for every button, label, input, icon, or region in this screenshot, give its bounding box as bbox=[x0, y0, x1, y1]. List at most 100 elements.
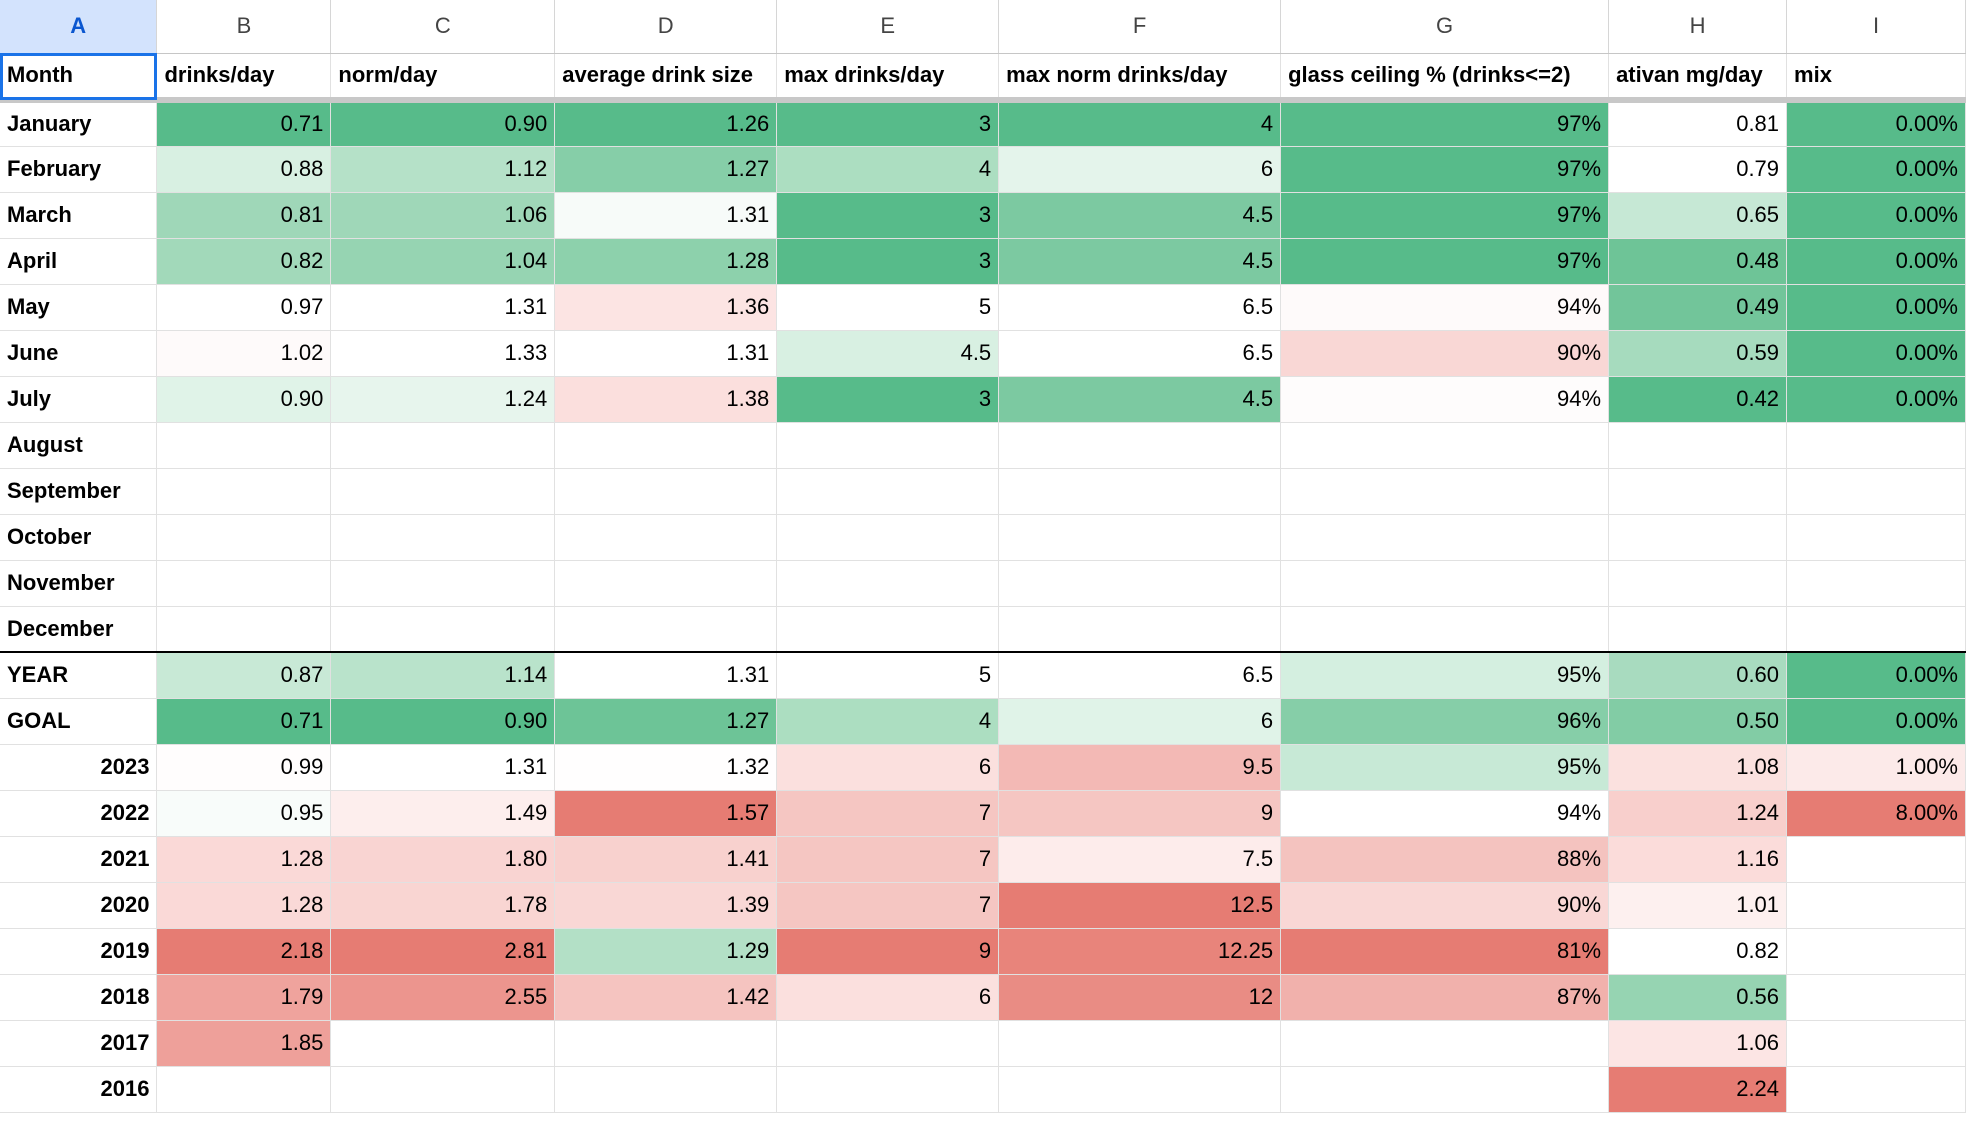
cell-i[interactable] bbox=[1786, 1066, 1966, 1113]
cell-c[interactable] bbox=[330, 422, 556, 469]
header-cell-c[interactable]: norm/day bbox=[330, 53, 556, 101]
row-label-cell[interactable]: April bbox=[0, 238, 158, 285]
cell-h[interactable]: 1.06 bbox=[1608, 1020, 1788, 1067]
cell-f[interactable]: 4.5 bbox=[998, 238, 1282, 285]
column-header-c[interactable]: C bbox=[330, 0, 556, 54]
cell-b[interactable]: 0.81 bbox=[156, 192, 332, 239]
cell-b[interactable]: 1.28 bbox=[156, 882, 332, 929]
cell-h[interactable]: 0.56 bbox=[1608, 974, 1788, 1021]
row-label-cell[interactable]: October bbox=[0, 514, 158, 561]
header-cell-g[interactable]: glass ceiling % (drinks<=2) bbox=[1280, 53, 1610, 101]
cell-g[interactable] bbox=[1280, 606, 1610, 653]
cell-d[interactable]: 1.28 bbox=[554, 238, 778, 285]
cell-e[interactable]: 3 bbox=[776, 238, 1000, 285]
row-label-cell[interactable]: 2020 bbox=[0, 882, 158, 929]
cell-c[interactable]: 1.24 bbox=[330, 376, 556, 423]
cell-i[interactable]: 0.00% bbox=[1786, 698, 1966, 745]
row-label-cell[interactable]: 2023 bbox=[0, 744, 158, 791]
cell-g[interactable]: 94% bbox=[1280, 376, 1610, 423]
cell-d[interactable]: 1.26 bbox=[554, 97, 778, 147]
cell-h[interactable]: 0.65 bbox=[1608, 192, 1788, 239]
cell-c[interactable] bbox=[330, 514, 556, 561]
cell-f[interactable] bbox=[998, 606, 1282, 653]
cell-e[interactable] bbox=[776, 514, 1000, 561]
cell-e[interactable] bbox=[776, 422, 1000, 469]
cell-g[interactable]: 81% bbox=[1280, 928, 1610, 975]
cell-c[interactable]: 1.31 bbox=[330, 744, 556, 791]
cell-e[interactable]: 7 bbox=[776, 882, 1000, 929]
cell-i[interactable] bbox=[1786, 422, 1966, 469]
cell-i[interactable] bbox=[1786, 928, 1966, 975]
cell-c[interactable] bbox=[330, 560, 556, 607]
cell-b[interactable] bbox=[156, 606, 332, 653]
cell-i[interactable] bbox=[1786, 1020, 1966, 1067]
cell-f[interactable] bbox=[998, 514, 1282, 561]
cell-h[interactable] bbox=[1608, 560, 1788, 607]
cell-c[interactable]: 1.49 bbox=[330, 790, 556, 837]
cell-g[interactable]: 96% bbox=[1280, 698, 1610, 745]
cell-f[interactable]: 9 bbox=[998, 790, 1282, 837]
cell-b[interactable]: 0.97 bbox=[156, 284, 332, 331]
cell-g[interactable]: 87% bbox=[1280, 974, 1610, 1021]
row-label-cell[interactable]: November bbox=[0, 560, 158, 607]
cell-d[interactable]: 1.29 bbox=[554, 928, 778, 975]
cell-d[interactable]: 1.41 bbox=[554, 836, 778, 883]
row-label-cell[interactable]: 2017 bbox=[0, 1020, 158, 1067]
cell-c[interactable]: 1.78 bbox=[330, 882, 556, 929]
cell-e[interactable]: 5 bbox=[776, 651, 1000, 699]
cell-i[interactable] bbox=[1786, 974, 1966, 1021]
cell-h[interactable]: 1.16 bbox=[1608, 836, 1788, 883]
cell-e[interactable]: 6 bbox=[776, 744, 1000, 791]
cell-e[interactable] bbox=[776, 1020, 1000, 1067]
cell-i[interactable] bbox=[1786, 560, 1966, 607]
cell-h[interactable]: 0.79 bbox=[1608, 146, 1788, 193]
header-cell-d[interactable]: average drink size bbox=[554, 53, 778, 101]
cell-i[interactable] bbox=[1786, 468, 1966, 515]
cell-c[interactable]: 1.14 bbox=[330, 651, 556, 699]
cell-e[interactable]: 3 bbox=[776, 97, 1000, 147]
cell-i[interactable]: 1.00% bbox=[1786, 744, 1966, 791]
cell-c[interactable]: 2.81 bbox=[330, 928, 556, 975]
header-cell-f[interactable]: max norm drinks/day bbox=[998, 53, 1282, 101]
cell-f[interactable]: 6 bbox=[998, 698, 1282, 745]
cell-d[interactable]: 1.42 bbox=[554, 974, 778, 1021]
cell-h[interactable]: 1.01 bbox=[1608, 882, 1788, 929]
column-header-h[interactable]: H bbox=[1608, 0, 1788, 54]
cell-b[interactable]: 0.99 bbox=[156, 744, 332, 791]
cell-d[interactable]: 1.57 bbox=[554, 790, 778, 837]
row-label-cell[interactable]: 2019 bbox=[0, 928, 158, 975]
column-header-a[interactable]: A bbox=[0, 0, 158, 54]
cell-e[interactable]: 6 bbox=[776, 974, 1000, 1021]
cell-b[interactable]: 0.87 bbox=[156, 651, 332, 699]
cell-c[interactable] bbox=[330, 606, 556, 653]
cell-c[interactable]: 1.04 bbox=[330, 238, 556, 285]
column-header-g[interactable]: G bbox=[1280, 0, 1610, 54]
cell-b[interactable]: 0.82 bbox=[156, 238, 332, 285]
cell-b[interactable]: 1.28 bbox=[156, 836, 332, 883]
cell-h[interactable]: 0.60 bbox=[1608, 651, 1788, 699]
row-label-cell[interactable]: YEAR bbox=[0, 651, 158, 699]
cell-e[interactable]: 7 bbox=[776, 790, 1000, 837]
cell-d[interactable] bbox=[554, 468, 778, 515]
cell-c[interactable]: 1.12 bbox=[330, 146, 556, 193]
cell-f[interactable]: 4.5 bbox=[998, 376, 1282, 423]
cell-h[interactable]: 0.50 bbox=[1608, 698, 1788, 745]
cell-f[interactable] bbox=[998, 1066, 1282, 1113]
header-cell-a[interactable]: Month bbox=[0, 53, 158, 101]
cell-b[interactable]: 1.85 bbox=[156, 1020, 332, 1067]
column-header-d[interactable]: D bbox=[554, 0, 778, 54]
cell-d[interactable]: 1.31 bbox=[554, 651, 778, 699]
cell-h[interactable] bbox=[1608, 514, 1788, 561]
cell-g[interactable]: 90% bbox=[1280, 330, 1610, 377]
cell-g[interactable] bbox=[1280, 1066, 1610, 1113]
header-cell-h[interactable]: ativan mg/day bbox=[1608, 53, 1788, 101]
column-header-e[interactable]: E bbox=[776, 0, 1000, 54]
cell-c[interactable]: 1.33 bbox=[330, 330, 556, 377]
cell-i[interactable]: 8.00% bbox=[1786, 790, 1966, 837]
row-label-cell[interactable]: August bbox=[0, 422, 158, 469]
row-label-cell[interactable]: December bbox=[0, 606, 158, 653]
cell-i[interactable] bbox=[1786, 606, 1966, 653]
cell-e[interactable] bbox=[776, 606, 1000, 653]
cell-b[interactable]: 0.90 bbox=[156, 376, 332, 423]
cell-c[interactable]: 1.80 bbox=[330, 836, 556, 883]
